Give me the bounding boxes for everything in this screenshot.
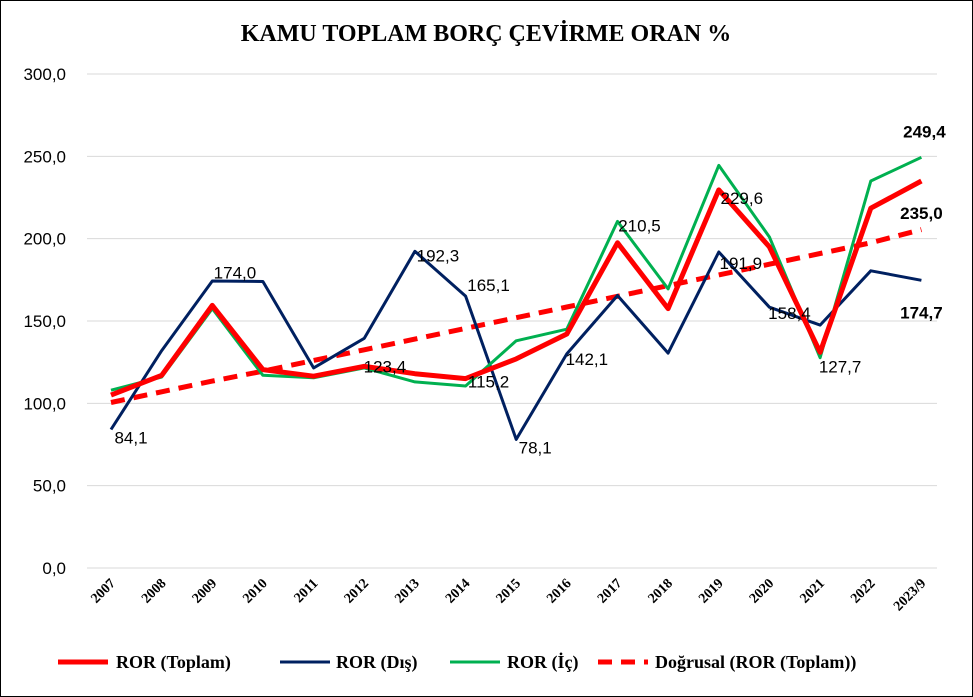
x-tick-label: 2013 xyxy=(392,576,422,606)
x-tick-label: 2009 xyxy=(190,576,220,606)
y-tick-label: 250,0 xyxy=(23,147,66,166)
series-line-1 xyxy=(109,249,922,441)
x-tick-label: 2020 xyxy=(747,576,777,606)
data-label: 165,1 xyxy=(467,276,510,295)
data-label: 235,0 xyxy=(900,204,943,223)
x-tick-label: 2007 xyxy=(88,576,118,606)
x-tick-label: 2021 xyxy=(798,576,828,606)
gridlines xyxy=(87,73,937,569)
y-tick-label: 300,0 xyxy=(23,65,66,84)
x-tick-label: 2019 xyxy=(696,576,726,606)
data-label: 210,5 xyxy=(618,216,661,235)
chart-title: KAMU TOPLAM BORÇ ÇEVİRME ORAN % xyxy=(241,21,731,47)
data-labels: 84,1 174,0 123,4 192,3 165,1 115,2 78,1 142,1 21… xyxy=(114,122,946,457)
data-label: 174,7 xyxy=(900,303,943,322)
legend-label: ROR (İç) xyxy=(507,652,578,673)
data-label: 84,1 xyxy=(114,429,147,448)
data-label: 192,3 xyxy=(417,246,460,265)
y-tick-label: 0,0 xyxy=(42,559,66,578)
x-tick-label: 2018 xyxy=(646,576,676,606)
legend-label: ROR (Toplam) xyxy=(116,652,231,673)
data-label: 158,4 xyxy=(768,304,811,323)
legend: ROR (Toplam) ROR (Dış) ROR (İç) Doğrusal (R… xyxy=(58,652,856,673)
data-label: 174,0 xyxy=(214,263,257,282)
data-label: 123,4 xyxy=(364,358,407,377)
data-label: 191,9 xyxy=(720,254,763,273)
x-tick-label: 2022 xyxy=(848,576,878,606)
data-label: 127,7 xyxy=(819,358,862,377)
x-tick-label: 2008 xyxy=(139,576,169,606)
x-tick-label: 2012 xyxy=(342,576,372,606)
legend-label: ROR (Dış) xyxy=(336,652,418,673)
series-lines xyxy=(109,155,923,441)
data-label: 78,1 xyxy=(519,438,552,457)
y-tick-label: 50,0 xyxy=(33,477,66,496)
x-axis: 2007 2008 2009 2010 2011 2012 2013 2014 2015 2016… xyxy=(88,576,929,614)
x-tick-label: 2017 xyxy=(595,576,625,606)
x-tick-label: 2014 xyxy=(443,576,473,606)
y-axis: 0,0 50,0 100,0 150,0 200,0 250,0 300,0 xyxy=(23,65,66,578)
y-tick-label: 200,0 xyxy=(23,230,66,249)
legend-label: Doğrusal (ROR (Toplam)) xyxy=(655,652,856,673)
x-tick-label: 2016 xyxy=(544,576,574,606)
data-label: 249,4 xyxy=(903,122,946,141)
series-line-3 xyxy=(110,227,923,405)
data-label: 229,6 xyxy=(721,189,764,208)
x-tick-label: 2010 xyxy=(240,576,270,606)
y-tick-label: 100,0 xyxy=(23,394,66,413)
series-line-0 xyxy=(110,178,923,398)
data-label: 142,1 xyxy=(566,350,609,369)
data-label: 115,2 xyxy=(468,373,509,392)
x-tick-label: 2023/9 xyxy=(891,576,929,614)
x-tick-label: 2015 xyxy=(494,576,524,606)
y-tick-label: 150,0 xyxy=(23,312,66,331)
x-tick-label: 2011 xyxy=(292,576,322,606)
